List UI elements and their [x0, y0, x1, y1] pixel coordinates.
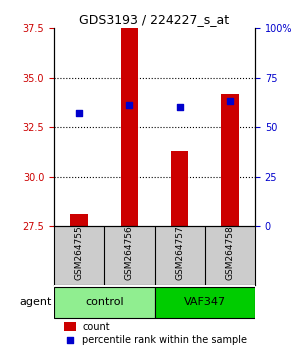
Point — [68, 337, 73, 343]
Point — [227, 99, 232, 104]
Point — [177, 104, 182, 110]
FancyBboxPatch shape — [154, 287, 255, 318]
Text: GSM264755: GSM264755 — [75, 225, 84, 280]
Point — [127, 103, 132, 108]
Text: agent: agent — [19, 297, 52, 308]
Text: control: control — [85, 297, 124, 308]
Bar — [171, 151, 188, 226]
Text: GSM264757: GSM264757 — [175, 225, 184, 280]
Bar — [221, 93, 239, 226]
Text: count: count — [82, 321, 110, 332]
Text: VAF347: VAF347 — [184, 297, 226, 308]
Text: GSM264756: GSM264756 — [125, 225, 134, 280]
Bar — [64, 322, 76, 331]
Text: percentile rank within the sample: percentile rank within the sample — [82, 335, 247, 345]
Point — [77, 110, 82, 116]
Bar — [121, 28, 138, 226]
FancyBboxPatch shape — [54, 287, 154, 318]
Title: GDS3193 / 224227_s_at: GDS3193 / 224227_s_at — [80, 13, 230, 26]
Text: GSM264758: GSM264758 — [225, 225, 234, 280]
Bar — [70, 214, 88, 226]
